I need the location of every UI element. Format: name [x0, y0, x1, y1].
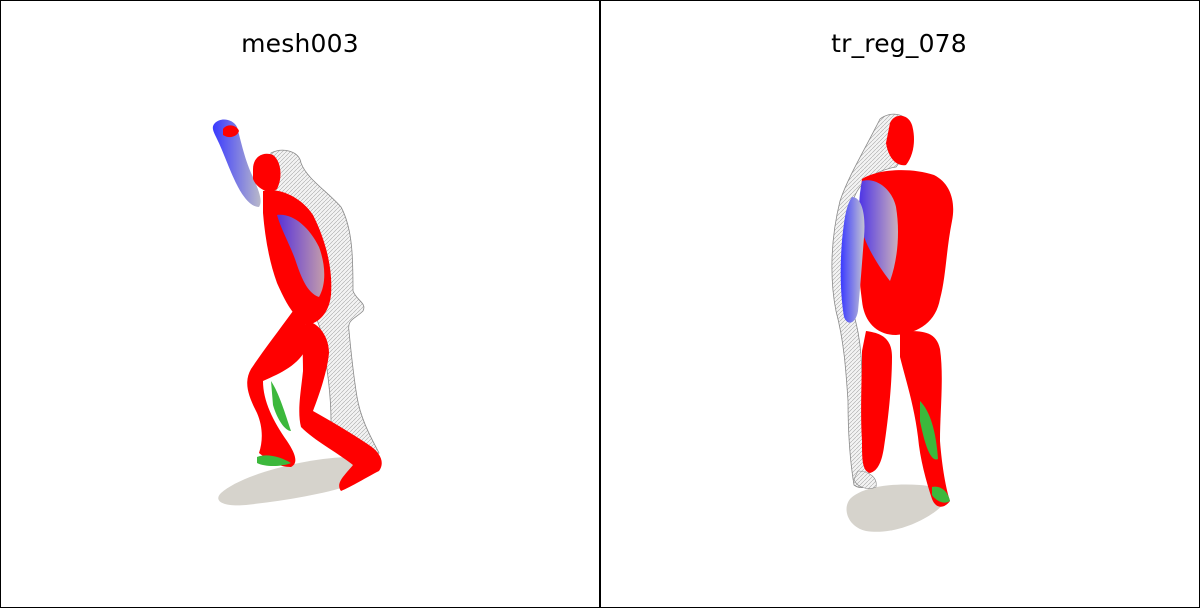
raised-arm-left — [212, 119, 261, 207]
front-leg-left — [299, 321, 382, 491]
torso-blue-left — [277, 214, 325, 297]
human-mesh-render-right — [831, 113, 954, 532]
back-leg-left — [247, 311, 310, 467]
head-right — [886, 115, 914, 166]
panel-right: tr_reg_078 — [600, 1, 1198, 607]
arm-right — [840, 197, 865, 323]
left-leg-right — [861, 331, 892, 473]
torso-blue-right — [859, 180, 898, 281]
human-mesh-render-left — [212, 119, 382, 506]
green-foot-right — [932, 486, 950, 503]
floor-shadow-left — [218, 457, 369, 506]
scan-feet-right — [853, 470, 877, 489]
panel-title-left: mesh003 — [241, 29, 359, 58]
panel-left: mesh003 — [1, 1, 599, 607]
panel-title-right: tr_reg_078 — [831, 29, 967, 58]
floor-shadow-right — [846, 484, 945, 532]
hand-left — [223, 125, 239, 138]
green-patch-left — [271, 381, 291, 431]
green-patch-right — [920, 401, 938, 460]
head-left — [253, 153, 281, 192]
green-foot-left — [257, 455, 291, 466]
panel-divider — [599, 1, 601, 607]
